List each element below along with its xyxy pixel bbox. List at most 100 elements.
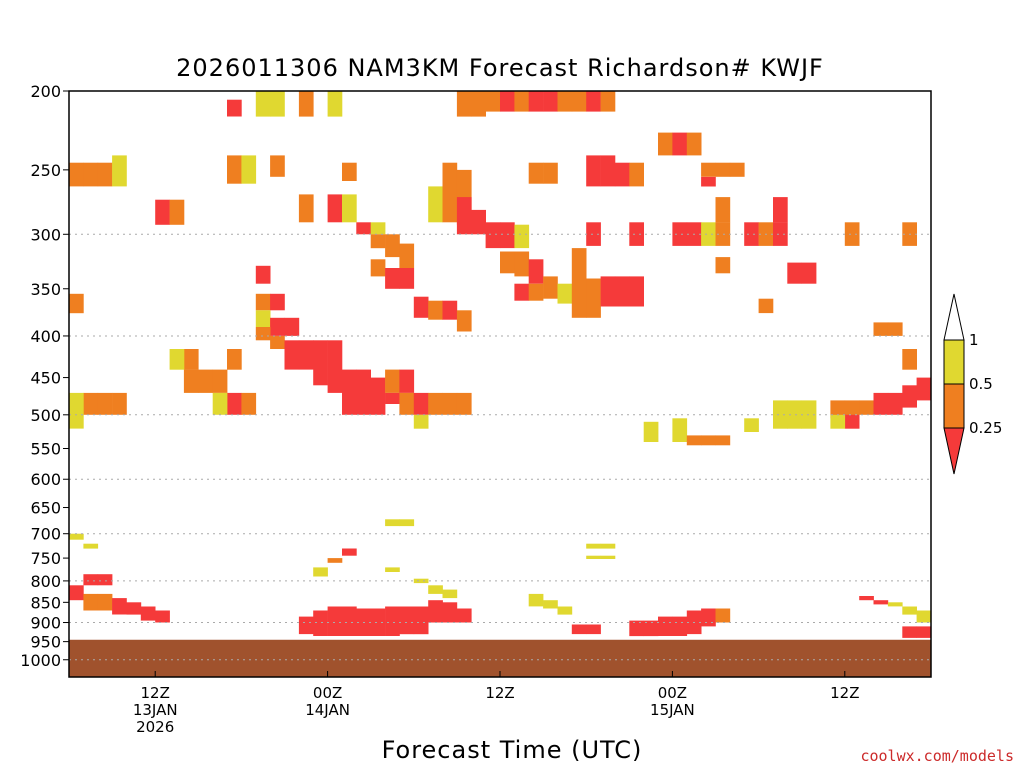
heatmap-cell [370, 222, 386, 235]
heatmap-cell [514, 251, 530, 277]
chart-title: 2026011306 NAM3KM Forecast Richardson# K… [176, 54, 824, 82]
legend-label: 0.5 [969, 375, 993, 393]
heatmap-cell [155, 610, 170, 623]
heatmap-cell [428, 186, 443, 223]
heatmap-cell [859, 400, 874, 415]
y-tick-label: 950 [30, 633, 61, 652]
heatmap-cell [701, 176, 716, 187]
heatmap-cell [413, 414, 429, 429]
heatmap-cell [313, 610, 328, 636]
x-tick-label: 00Z [313, 684, 342, 702]
heatmap-cell [528, 283, 544, 301]
heatmap-cell [385, 392, 400, 404]
heatmap-cell [83, 543, 99, 549]
heatmap-cell [528, 593, 544, 607]
heatmap-cell [902, 349, 917, 370]
heatmap-cell [830, 414, 846, 429]
plot-area [68, 90, 932, 678]
heatmap-cell [385, 268, 400, 289]
heatmap-cell [385, 369, 400, 393]
heatmap-cell [902, 626, 917, 638]
heatmap-cell [327, 340, 343, 393]
heatmap-cell [658, 616, 673, 636]
heatmap-cell [227, 392, 242, 415]
heatmap-cell [370, 608, 386, 636]
heatmap-cell [485, 91, 501, 112]
heatmap-cell [873, 600, 889, 605]
heatmap-cell [744, 418, 759, 432]
heatmap-cell [270, 317, 285, 336]
x-tick-label: 12Z [485, 684, 514, 702]
legend-bottom-arrow [943, 427, 965, 475]
heatmap-cell [442, 300, 458, 320]
heatmap-cell [600, 276, 616, 307]
heatmap-cell [557, 606, 573, 615]
heatmap-cell [255, 327, 271, 341]
legend-label: 0.25 [969, 419, 1002, 437]
heatmap-cell [212, 392, 228, 415]
heatmap-cell [399, 243, 415, 268]
heatmap-cell [686, 132, 702, 156]
heatmap-cell [442, 602, 458, 623]
heatmap-cell [183, 369, 199, 393]
heatmap-cell [241, 392, 257, 415]
heatmap-cell [313, 567, 328, 577]
heatmap-cell [198, 369, 213, 393]
heatmap-cell [600, 91, 616, 112]
heatmap-cell [773, 222, 788, 246]
heatmap-cell [586, 555, 601, 559]
x-tick-label: 15JAN [650, 701, 695, 719]
heatmap-cell [614, 162, 630, 187]
heatmap-cell [255, 293, 271, 311]
heatmap-cell [744, 222, 759, 246]
heatmap-cell [715, 608, 731, 623]
heatmap-cell [112, 392, 127, 415]
heatmap-cell [442, 589, 458, 599]
heatmap-cell [385, 519, 400, 527]
heatmap-cell [701, 608, 716, 627]
heatmap-cell [672, 616, 688, 636]
x-tick-label: 13JAN [133, 701, 178, 719]
heatmap-cell [342, 548, 357, 556]
heatmap-cell [399, 392, 415, 415]
heatmap-cell [514, 224, 530, 249]
heatmap-cells [69, 91, 932, 638]
heatmap-cell [241, 155, 257, 184]
x-tick-label: 12Z [141, 684, 170, 702]
heatmap-cell [298, 616, 314, 635]
heatmap-cell [916, 377, 932, 401]
heatmap-cell [97, 593, 113, 611]
heatmap-cell [83, 593, 99, 611]
heatmap-cell [873, 322, 889, 336]
heatmap-cell [887, 392, 903, 415]
y-tick-label: 800 [30, 572, 61, 591]
heatmap-cell [456, 91, 472, 117]
heatmap-cell [69, 293, 84, 314]
heatmap-cell [284, 340, 300, 370]
y-tick-label: 250 [30, 161, 61, 180]
heatmap-cell [342, 162, 357, 181]
heatmap-cell [284, 317, 300, 336]
heatmap-cell [83, 574, 99, 586]
heatmap-cell [643, 620, 659, 637]
heatmap-cell [801, 400, 817, 429]
heatmap-cell [327, 91, 343, 117]
x-tick-label: 2026 [136, 718, 174, 736]
heatmap-cell [428, 300, 443, 320]
heatmap-cell [169, 349, 185, 370]
heatmap-cell [686, 435, 702, 446]
heatmap-cell [83, 162, 99, 187]
heatmap-cell [270, 293, 285, 311]
heatmap-cell [543, 600, 558, 609]
y-tick-label: 400 [30, 327, 61, 346]
heatmap-cell [729, 162, 745, 177]
heatmap-cell [97, 392, 113, 415]
heatmap-cell [298, 91, 314, 117]
heatmap-cell [830, 400, 846, 419]
heatmap-cell [902, 606, 917, 615]
heatmap-cell [169, 199, 185, 225]
heatmap-cell [715, 222, 731, 246]
heatmap-cell [600, 555, 616, 559]
heatmap-cell [844, 222, 860, 246]
